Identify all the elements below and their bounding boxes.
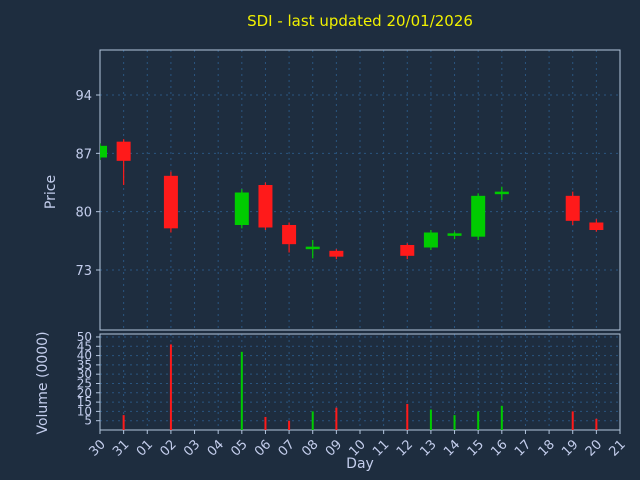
x-tick-label: 19 [559, 437, 581, 459]
candlesticks [100, 139, 604, 260]
volume-tick-label: 45 [77, 339, 92, 353]
volume-tick-label: 40 [77, 349, 92, 363]
volume-bars [122, 344, 598, 430]
day-axis-label: Day [346, 456, 374, 472]
panel-borders [99, 49, 621, 431]
candle-body [329, 250, 344, 257]
x-tick-label: 18 [536, 437, 558, 459]
candle-body [100, 145, 107, 158]
volume-bar [122, 415, 125, 430]
x-tick-label: 05 [228, 437, 250, 459]
candle-body [234, 192, 249, 225]
x-tick-label: 17 [512, 437, 534, 459]
candle-body [116, 141, 131, 161]
volume-tick-label: 25 [77, 376, 92, 390]
price-tick-label: 94 [75, 89, 92, 104]
candle-body [589, 222, 604, 230]
x-tick-label: 31 [110, 437, 132, 459]
volume-tick-label: 30 [77, 367, 92, 381]
price-tick-label: 80 [75, 206, 92, 221]
candle-body [494, 191, 509, 195]
volume-bar [453, 415, 456, 430]
x-tick-label: 12 [394, 437, 416, 459]
volume-bar [169, 344, 172, 430]
volume-tick-label: 35 [77, 358, 92, 372]
volume-tick-label: 20 [77, 386, 92, 400]
candle-body [423, 232, 438, 248]
x-tick-label: 14 [441, 437, 463, 459]
x-tick-label: 15 [465, 437, 487, 459]
x-tick-label: 03 [181, 437, 203, 459]
candle-body [305, 246, 320, 250]
volume-bar [500, 405, 503, 430]
chart-title: SDI - last updated 20/01/2026 [247, 12, 473, 30]
candle-body [258, 185, 273, 228]
volume-bar [288, 420, 291, 430]
axis-ticks [96, 94, 621, 434]
grid-lines [99, 50, 621, 430]
volume-tick-label: 10 [77, 404, 92, 418]
x-tick-label: 04 [205, 437, 227, 459]
volume-tick-label: 5 [84, 414, 92, 428]
volume-bar [335, 407, 338, 430]
x-tick-label: 16 [488, 437, 510, 459]
volume-bar [477, 411, 480, 430]
x-tick-label: 08 [299, 437, 321, 459]
volume-bar [571, 411, 574, 430]
x-tick-label: 21 [607, 437, 629, 459]
x-tick-label: 07 [276, 437, 298, 459]
volume-bar [406, 403, 409, 430]
price-tick-label: 73 [75, 264, 92, 279]
x-tick-label: 02 [157, 437, 179, 459]
x-tick-label: 20 [583, 437, 605, 459]
volume-bar [595, 418, 598, 430]
volume-tick-label: 15 [77, 395, 92, 409]
x-tick-label: 13 [417, 437, 439, 459]
volume-tick-label: 50 [77, 330, 92, 344]
candle-body [447, 233, 462, 236]
price-tick-label: 87 [75, 147, 92, 162]
candle-body [565, 195, 580, 221]
volume-bar [429, 409, 432, 430]
x-tick-label: 06 [252, 437, 274, 459]
candle-body [400, 245, 415, 256]
price-axis-label: Price [43, 175, 59, 209]
x-tick-label: 01 [134, 437, 156, 459]
volume-axis-label: Volume (0000) [35, 331, 51, 434]
volume-bar [240, 351, 243, 430]
panel-border [99, 49, 621, 331]
x-tick-label: 09 [323, 437, 345, 459]
x-tick-label: 30 [87, 437, 109, 459]
volume-bar [311, 411, 314, 430]
candle-body [282, 225, 297, 245]
volume-bar [264, 416, 267, 430]
candle-body [163, 175, 178, 229]
candle-body [471, 195, 486, 237]
